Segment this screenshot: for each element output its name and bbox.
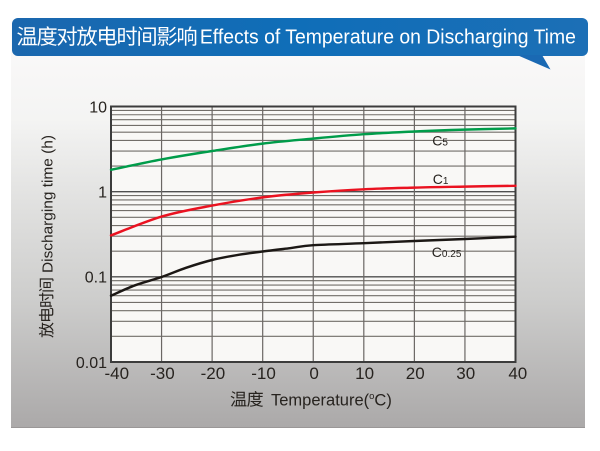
svg-text:40: 40 (508, 364, 527, 383)
svg-text:0.01: 0.01 (76, 355, 107, 372)
svg-text:30: 30 (456, 364, 475, 383)
svg-text:10: 10 (89, 99, 107, 116)
svg-text:20: 20 (406, 364, 425, 383)
svg-text:-20: -20 (201, 364, 226, 383)
svg-text:0: 0 (309, 364, 318, 383)
svg-text:Effects of Temperature on Disc: Effects of Temperature on Discharging Ti… (200, 27, 576, 49)
svg-text:Temperature(oC): Temperature(oC) (271, 391, 392, 410)
svg-text:Discharging time (h): Discharging time (h) (39, 135, 56, 273)
svg-text:1: 1 (98, 185, 107, 202)
svg-text:-40: -40 (105, 364, 130, 383)
svg-text:-10: -10 (251, 364, 276, 383)
svg-text:0.1: 0.1 (85, 270, 107, 287)
svg-text:10: 10 (355, 364, 374, 383)
svg-text:-30: -30 (150, 364, 175, 383)
